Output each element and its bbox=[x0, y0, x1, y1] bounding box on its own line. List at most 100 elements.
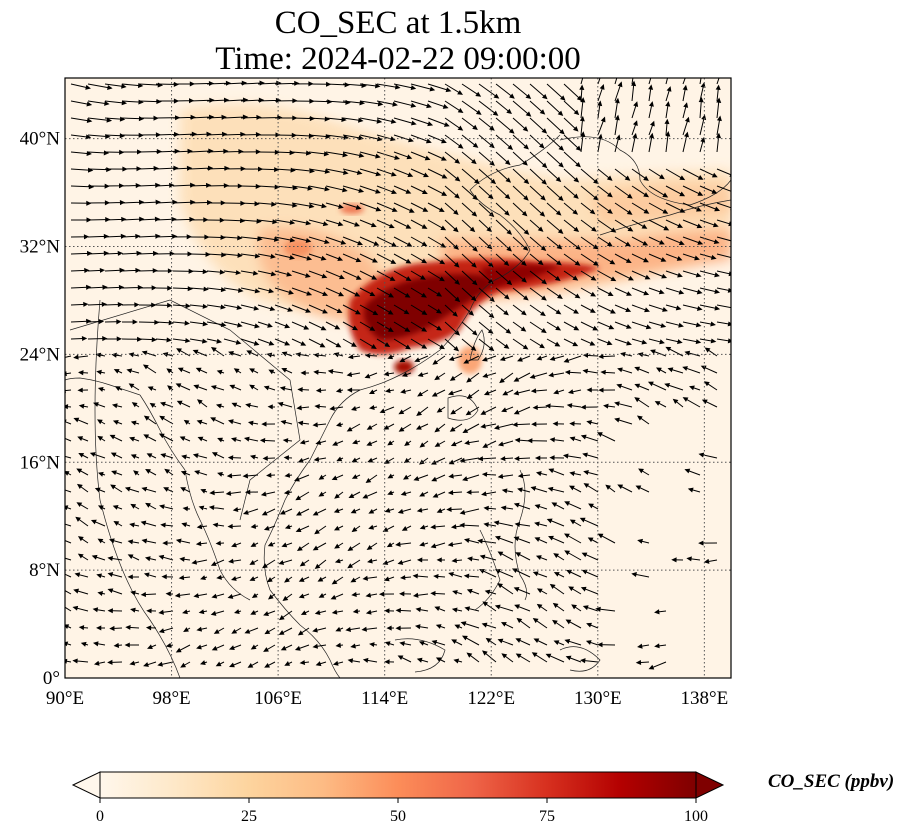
wind-vector bbox=[546, 100, 564, 116]
wind-vector bbox=[259, 437, 276, 444]
wind-vector bbox=[448, 457, 463, 465]
wind-vector bbox=[96, 625, 106, 631]
wind-vector bbox=[410, 321, 428, 332]
wind-vector bbox=[513, 389, 531, 396]
wind-vector bbox=[427, 236, 447, 248]
wind-vector bbox=[654, 643, 667, 649]
wind-vector bbox=[580, 338, 596, 346]
wind-vector bbox=[216, 574, 225, 580]
wind-vector bbox=[481, 355, 497, 362]
wind-vector bbox=[462, 423, 480, 434]
wind-vector bbox=[450, 524, 463, 530]
wind-vector bbox=[631, 253, 649, 263]
wind-vector bbox=[77, 387, 89, 393]
wind-vector bbox=[314, 559, 327, 570]
wind-vector bbox=[512, 287, 529, 301]
wind-vector bbox=[512, 304, 527, 316]
wind-vector bbox=[403, 457, 412, 464]
wind-vector bbox=[449, 372, 463, 381]
wind-vector bbox=[352, 608, 361, 614]
wind-vector bbox=[351, 525, 361, 533]
wind-vector bbox=[461, 338, 477, 352]
wind-vector bbox=[257, 201, 277, 207]
wind-vector bbox=[464, 440, 480, 446]
wind-vector bbox=[433, 573, 446, 579]
wind-vector bbox=[351, 591, 361, 598]
wind-vector bbox=[352, 439, 361, 445]
wind-vector bbox=[478, 100, 499, 116]
wind-vector bbox=[331, 609, 344, 615]
wind-vector bbox=[427, 168, 448, 179]
wind-vector bbox=[444, 117, 464, 131]
wind-vector bbox=[501, 653, 514, 663]
colorbar-extend-min bbox=[71, 771, 101, 799]
wind-vector bbox=[410, 202, 429, 212]
wind-vector bbox=[144, 556, 157, 562]
wind-vector bbox=[534, 504, 548, 510]
wind-vector bbox=[404, 440, 412, 446]
wind-vector bbox=[333, 525, 344, 531]
wind-vector bbox=[129, 436, 140, 442]
wind-vector bbox=[585, 640, 599, 646]
wind-vector bbox=[665, 321, 684, 328]
wind-vector bbox=[444, 287, 461, 303]
wind-vector bbox=[331, 576, 344, 585]
wind-vector bbox=[122, 319, 138, 325]
wind-vector bbox=[581, 569, 599, 578]
wind-vector bbox=[336, 456, 344, 462]
wind-vector bbox=[434, 440, 446, 447]
wind-vector bbox=[189, 269, 209, 275]
colorbar-title: CO_SEC (ppbv) bbox=[768, 771, 895, 792]
wind-vector bbox=[580, 236, 599, 250]
wind-vector bbox=[461, 287, 477, 302]
wind-vector bbox=[453, 658, 463, 664]
wind-vector bbox=[335, 642, 344, 648]
wind-vector bbox=[314, 609, 327, 615]
wind-vector bbox=[158, 609, 174, 615]
wind-vector bbox=[141, 350, 157, 357]
wind-vector bbox=[682, 185, 704, 196]
wind-vector bbox=[583, 483, 599, 493]
wind-vector bbox=[130, 590, 140, 596]
wind-vector bbox=[647, 381, 667, 391]
wind-vector bbox=[158, 554, 174, 561]
wind-vector bbox=[350, 643, 361, 649]
wind-vector bbox=[682, 321, 702, 328]
wind-vector bbox=[333, 508, 344, 513]
wind-vector bbox=[427, 219, 447, 231]
wind-vector bbox=[563, 355, 582, 363]
wind-vector bbox=[603, 403, 616, 409]
wind-vector bbox=[175, 538, 191, 544]
wind-vector bbox=[189, 321, 209, 327]
wind-vector bbox=[689, 385, 701, 391]
wind-vector bbox=[224, 183, 244, 189]
wind-vector bbox=[109, 538, 123, 544]
wind-vector bbox=[198, 609, 208, 615]
wind-vector bbox=[107, 572, 123, 578]
wind-vector bbox=[206, 252, 227, 258]
wind-vector bbox=[251, 593, 259, 599]
wind-vector bbox=[631, 78, 634, 85]
wind-vector bbox=[427, 253, 446, 265]
y-tick-label: 32°N bbox=[20, 237, 61, 258]
wind-vector bbox=[682, 116, 690, 136]
wind-vector bbox=[563, 185, 579, 199]
wind-vector bbox=[436, 406, 446, 413]
wind-vector bbox=[427, 304, 442, 314]
wind-vector bbox=[517, 473, 531, 479]
wind-vector bbox=[231, 627, 242, 634]
wind-vector bbox=[703, 381, 718, 391]
wind-vector bbox=[699, 321, 716, 327]
wind-vector bbox=[130, 503, 140, 510]
wind-vector bbox=[183, 627, 191, 632]
wind-vector bbox=[393, 168, 414, 178]
wind-vector bbox=[226, 473, 242, 479]
wind-vector bbox=[378, 591, 395, 597]
wind-vector bbox=[342, 287, 361, 297]
wind-vector bbox=[485, 637, 497, 646]
wind-vector bbox=[665, 168, 686, 181]
wind-vector bbox=[142, 364, 157, 374]
wind-vector bbox=[318, 491, 327, 497]
wind-vector bbox=[478, 168, 497, 185]
wind-vector bbox=[347, 559, 361, 569]
